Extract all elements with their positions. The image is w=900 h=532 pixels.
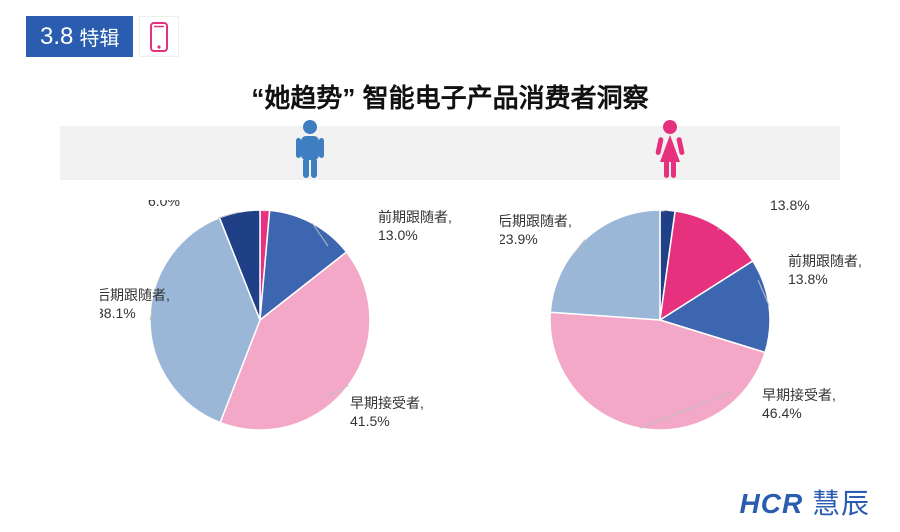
- footer-en: HCR: [740, 488, 804, 519]
- badge: 3.8 特辑: [26, 16, 179, 57]
- phone-icon: [149, 22, 169, 52]
- page-title: “她趋势” 智能电子产品消费者洞察: [0, 78, 900, 115]
- male-icon: [290, 118, 330, 182]
- slice-label: 前期跟随者,13.0%: [378, 209, 452, 243]
- badge-number: 3.8: [40, 23, 73, 51]
- header-band: [60, 126, 840, 180]
- slice-label: 早期接受者,46.4%: [762, 387, 836, 421]
- footer-logo: HCR 慧辰: [740, 482, 870, 522]
- male-pie-chart: 领先尝试者,1.4%前期跟随者,13.0%早期接受者,41.5%后期跟随者,38…: [100, 200, 460, 465]
- female-icon: [650, 118, 690, 182]
- slice-label: 领先尝试者,13.8%: [770, 200, 844, 213]
- badge-text: 特辑: [79, 22, 119, 51]
- female-icon-wrap: [640, 118, 700, 187]
- badge-box: 3.8 特辑: [26, 16, 133, 57]
- slice-label: 滞后接受者,6.0%: [148, 200, 222, 209]
- slice-label: 早期接受者,41.5%: [350, 395, 424, 429]
- female-pie-chart: 滞后接受者,2.2%领先尝试者,13.8%前期跟随者,13.8%早期接受者,46…: [500, 200, 880, 465]
- slice-label: 后期跟随者,23.9%: [500, 213, 572, 247]
- female-pie-svg: 滞后接受者,2.2%领先尝试者,13.8%前期跟随者,13.8%早期接受者,46…: [500, 200, 880, 460]
- slice-label: 前期跟随者,13.8%: [788, 253, 862, 287]
- footer-cn: 慧辰: [812, 488, 870, 519]
- male-pie-svg: 领先尝试者,1.4%前期跟随者,13.0%早期接受者,41.5%后期跟随者,38…: [100, 200, 460, 460]
- phone-icon-box: [139, 16, 179, 57]
- male-icon-wrap: [280, 118, 340, 187]
